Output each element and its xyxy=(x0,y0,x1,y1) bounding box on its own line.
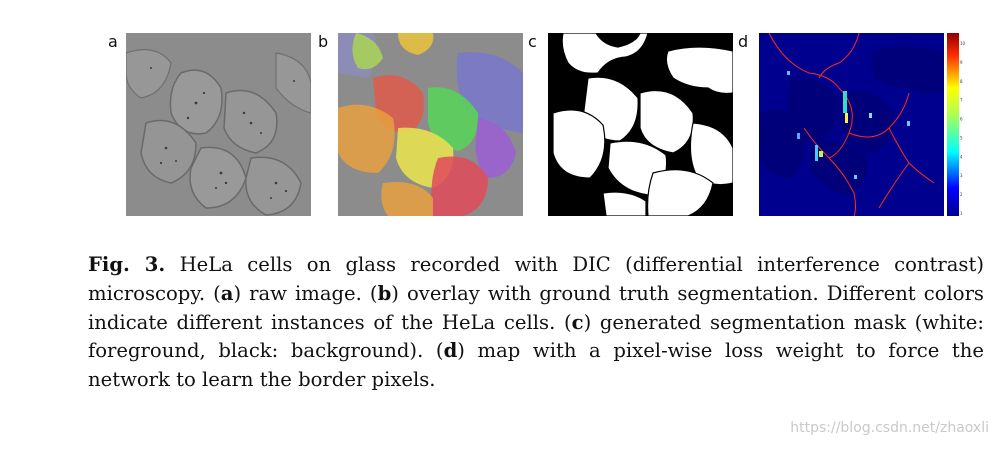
watermark: https://blog.csdn.net/zhaoxli xyxy=(790,420,989,436)
caption-ref-c: c xyxy=(571,310,584,334)
figure-label: Fig. 3. xyxy=(88,253,166,276)
panel-b-overlay xyxy=(338,33,523,216)
panel-label-d: d xyxy=(738,32,749,51)
colorbar-tick-label: 4 xyxy=(960,154,963,159)
figure-caption: Fig. 3. HeLa cells on glass recorded wit… xyxy=(88,251,984,395)
panel-label-b: b xyxy=(318,32,329,51)
mask-graphic xyxy=(548,33,733,216)
caption-ref-b: b xyxy=(377,281,392,305)
colorbar-tick-label: 10 xyxy=(960,41,966,46)
colorbar-tick-label: 1 xyxy=(960,211,963,216)
weight-map-graphic: 10 9 8 7 6 5 4 3 2 1 xyxy=(759,33,966,216)
panel-c-mask xyxy=(548,33,733,216)
caption-text-4: ) generated segmentation mask (white: fo… xyxy=(88,310,984,363)
caption-ref-d: d xyxy=(443,339,458,363)
caption-text-3: ) overlay with ground truth segmentation… xyxy=(88,281,984,334)
colorbar-tick-label: 2 xyxy=(960,192,963,197)
panel-label-a: a xyxy=(108,32,118,51)
colorbar-ticks: 10 9 8 7 6 5 4 3 2 1 xyxy=(960,41,966,216)
colorbar-tick-label: 7 xyxy=(960,98,963,103)
panel-d-weight-map: 10 9 8 7 6 5 4 3 2 1 xyxy=(759,33,966,216)
colorbar-tick-label: 5 xyxy=(960,135,963,140)
colorbar-tick-label: 6 xyxy=(960,117,963,122)
colorbar xyxy=(947,33,959,216)
overlay-graphic xyxy=(338,33,523,216)
cell-border-lines xyxy=(768,33,935,216)
caption-text-1: HeLa cells on glass recorded with DIC (d… xyxy=(88,253,985,305)
caption-text-5: ) map with a pixel-wise loss weight to f… xyxy=(88,339,984,392)
colorbar-tick-label: 8 xyxy=(960,79,963,84)
raw-image-graphic xyxy=(126,33,311,216)
colorbar-tick-label: 3 xyxy=(960,173,963,178)
caption-ref-a: a xyxy=(220,281,234,305)
high-weight-regions xyxy=(787,71,910,179)
panel-label-c: c xyxy=(528,32,537,51)
caption-text-2: ) raw image. ( xyxy=(233,281,378,305)
colorbar-tick-label: 9 xyxy=(960,60,963,65)
panel-a-raw-image xyxy=(126,33,311,216)
